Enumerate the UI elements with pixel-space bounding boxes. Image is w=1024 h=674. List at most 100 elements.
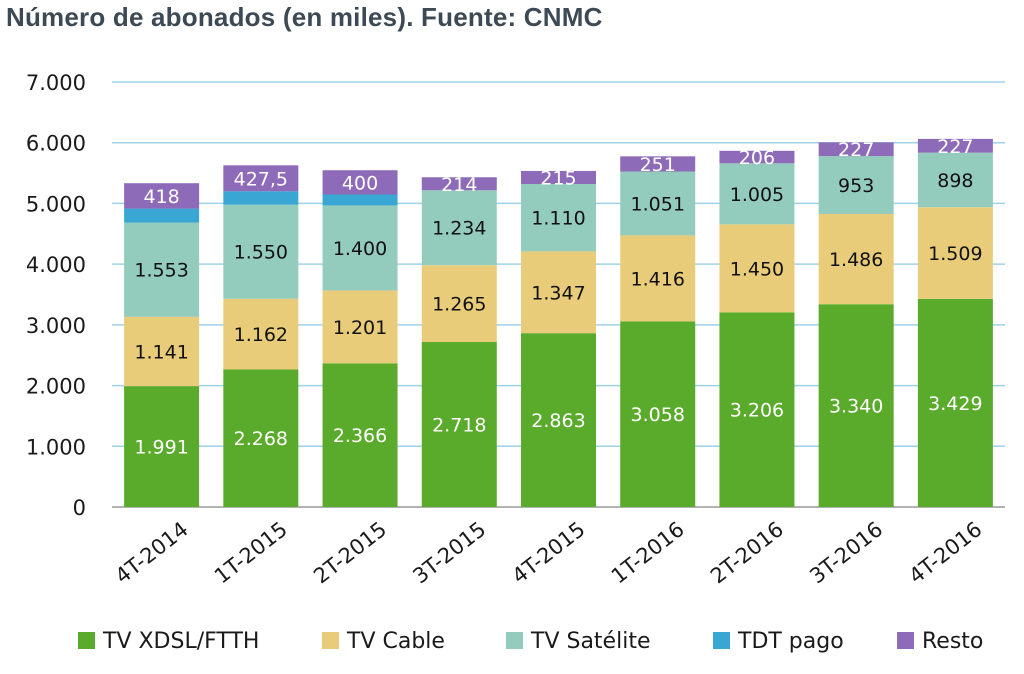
data-label: 2.863 bbox=[531, 410, 585, 432]
data-label: 3.058 bbox=[631, 404, 685, 426]
data-label: 1.416 bbox=[631, 268, 685, 290]
data-label: 3.206 bbox=[730, 400, 784, 422]
data-label: 1.450 bbox=[730, 258, 784, 280]
data-label: 1.509 bbox=[928, 243, 982, 265]
data-label: 427,5 bbox=[234, 168, 288, 190]
bar-segment bbox=[620, 156, 696, 172]
bar-segment bbox=[421, 177, 497, 191]
data-label: 2.366 bbox=[333, 425, 387, 447]
bar-segment bbox=[620, 321, 696, 507]
bar-segment bbox=[124, 316, 200, 387]
legend-label: TV Cable bbox=[346, 629, 445, 654]
data-label: 251 bbox=[640, 154, 676, 176]
bar-segment bbox=[421, 190, 497, 266]
bar-segment bbox=[917, 207, 993, 299]
bar-segment bbox=[223, 165, 299, 192]
data-label: 2.718 bbox=[432, 414, 486, 436]
y-tick-label: 4.000 bbox=[26, 253, 86, 277]
chart-title: Número de abonados (en miles). Fuente: C… bbox=[6, 2, 603, 32]
legend-label: TV Satélite bbox=[530, 629, 650, 654]
bar-segment bbox=[124, 183, 200, 209]
data-label: 898 bbox=[937, 170, 973, 192]
x-axis: 4T-2014 1T-2015 2T-2015 3T-2015 4T-2015 1T-20… bbox=[111, 517, 987, 588]
y-tick-label: 1.000 bbox=[26, 435, 86, 459]
bar-segment bbox=[521, 170, 596, 184]
data-label: 1.550 bbox=[234, 242, 288, 264]
data-label: 1.201 bbox=[333, 317, 387, 339]
bar-segment bbox=[818, 156, 894, 214]
y-tick-label: 7.000 bbox=[26, 71, 86, 95]
bars bbox=[124, 138, 993, 507]
data-label: 227 bbox=[937, 136, 973, 158]
data-label: 206 bbox=[739, 147, 775, 169]
legend-swatch bbox=[322, 632, 339, 649]
data-label: 1.347 bbox=[531, 282, 585, 304]
y-tick-label: 6.000 bbox=[26, 132, 86, 156]
data-label: 227 bbox=[838, 139, 874, 161]
bar-segment bbox=[421, 265, 497, 342]
data-label: 3.429 bbox=[928, 393, 982, 415]
data-label: 1.141 bbox=[134, 341, 188, 363]
bar-segment bbox=[223, 191, 299, 205]
bar-segment bbox=[124, 222, 200, 317]
bar-segment bbox=[818, 142, 894, 157]
bar-segment bbox=[421, 341, 497, 507]
bar-segment bbox=[124, 208, 200, 223]
x-tick-label: 1T-2015 bbox=[210, 517, 292, 588]
bar-segment bbox=[719, 150, 795, 164]
bar-segment bbox=[223, 298, 299, 370]
bar-segment bbox=[322, 194, 398, 206]
data-label: 418 bbox=[143, 186, 179, 208]
data-label: 1.110 bbox=[531, 208, 585, 230]
legend-label: Resto bbox=[922, 629, 983, 654]
bar-segment bbox=[818, 213, 894, 305]
bar-segment bbox=[620, 235, 696, 322]
legend-swatch bbox=[78, 632, 95, 649]
bar-segment bbox=[322, 290, 398, 364]
data-label: 1.234 bbox=[432, 218, 486, 240]
bar-segment bbox=[917, 298, 993, 507]
x-tick-label: 1T-2016 bbox=[607, 517, 689, 588]
y-tick-label: 0 bbox=[73, 496, 86, 520]
data-label: 1.991 bbox=[134, 437, 188, 459]
x-tick-label: 2T-2016 bbox=[706, 517, 788, 588]
x-tick-label: 4T-2014 bbox=[111, 517, 193, 588]
y-tick-label: 5.000 bbox=[26, 192, 86, 216]
x-tick-label: 2T-2015 bbox=[309, 517, 391, 588]
bar-segment bbox=[818, 304, 894, 507]
bar-segment bbox=[719, 312, 795, 507]
legend-swatch bbox=[506, 632, 523, 649]
data-label: 3.340 bbox=[829, 396, 883, 418]
data-label: 1.553 bbox=[134, 260, 188, 282]
y-axis: 0 1.000 2.000 3.000 4.000 5.000 6.000 7.000 bbox=[26, 71, 86, 520]
bar-segment bbox=[223, 204, 299, 299]
bar-segment bbox=[223, 369, 299, 507]
bar-segment bbox=[521, 184, 596, 252]
x-tick-label: 4T-2016 bbox=[904, 517, 986, 588]
x-tick-label: 3T-2015 bbox=[408, 517, 490, 588]
bar-segment bbox=[719, 163, 795, 225]
bar-segment bbox=[521, 251, 596, 334]
data-label: 1.400 bbox=[333, 238, 387, 260]
data-label: 1.005 bbox=[730, 184, 784, 206]
y-tick-label: 3.000 bbox=[26, 314, 86, 338]
legend: TV XDSL/FTTH TV Cable TV Satélite TDT pago R… bbox=[78, 629, 983, 654]
bar-segment bbox=[322, 205, 398, 291]
data-label: 215 bbox=[540, 167, 576, 189]
x-tick-label: 4T-2015 bbox=[508, 517, 590, 588]
data-labels: 1.991 1.141 1.553 418 2.268 1.162 1.550 427,5 2.… bbox=[134, 136, 982, 459]
bar-segment bbox=[322, 363, 398, 507]
data-label: 1.051 bbox=[631, 193, 685, 215]
bar-segment bbox=[521, 333, 596, 507]
data-label: 1.265 bbox=[432, 294, 486, 316]
bar-segment bbox=[124, 386, 200, 507]
data-label: 214 bbox=[441, 174, 477, 196]
bar-segment bbox=[322, 170, 398, 195]
bar-segment bbox=[917, 138, 993, 153]
data-label: 1.162 bbox=[234, 324, 288, 346]
bar-segment bbox=[719, 224, 795, 313]
data-label: 953 bbox=[838, 175, 874, 197]
legend-label: TV XDSL/FTTH bbox=[102, 629, 259, 654]
data-label: 2.268 bbox=[234, 428, 288, 450]
